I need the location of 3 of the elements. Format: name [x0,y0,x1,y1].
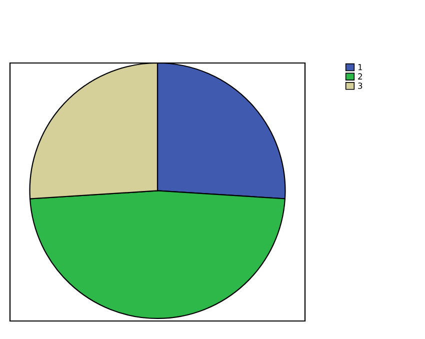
legend-label: 1 [358,64,362,70]
legend-label: 3 [358,82,362,89]
legend-label: 2 [358,73,362,80]
